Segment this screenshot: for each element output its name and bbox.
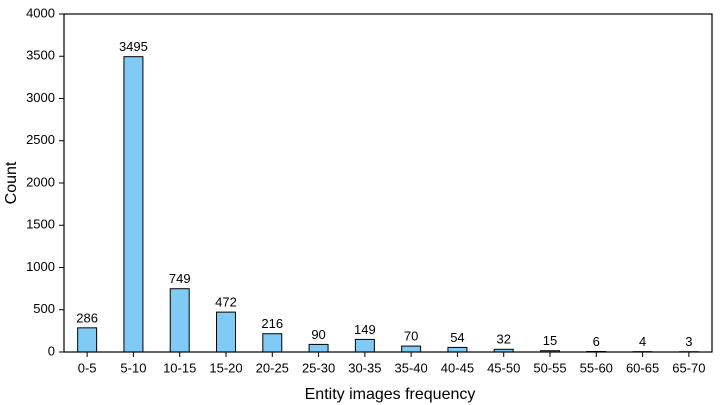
x-tick-label: 15-20 [209,360,242,375]
x-tick-label: 25-30 [302,360,335,375]
x-tick-label: 35-40 [395,360,428,375]
y-tick-label: 1500 [26,217,55,232]
value-label: 149 [354,322,376,337]
value-label: 54 [450,330,464,345]
bar [77,327,98,353]
x-tick-label: 50-55 [533,360,566,375]
x-tick-label: 45-50 [487,360,520,375]
value-label: 6 [593,334,600,349]
x-tick-label: 5-10 [120,360,146,375]
x-tick-label: 20-25 [256,360,289,375]
value-label: 70 [404,329,418,344]
bar [169,288,190,353]
y-tick-label: 500 [33,301,55,316]
y-tick-label: 3000 [26,90,55,105]
bar [123,56,144,353]
value-label: 216 [261,316,283,331]
value-label: 286 [76,310,98,325]
y-axis-title: Count [3,161,20,204]
bar [447,346,468,353]
value-label: 4 [639,334,646,349]
y-tick-label: 0 [48,343,55,358]
y-tick-label: 3500 [26,48,55,63]
x-tick-label: 0-5 [78,360,97,375]
bar [401,345,422,353]
bar [216,311,236,353]
x-tick-label: 30-35 [348,360,381,375]
x-tick-label: 65-70 [672,360,705,375]
x-axis-title: Entity images frequency [305,386,476,403]
y-tick-label: 4000 [26,5,55,20]
value-label: 472 [215,295,237,310]
bar [354,338,375,353]
y-tick-label: 2000 [26,174,55,189]
y-tick-label: 1000 [26,259,55,274]
value-label: 15 [543,333,557,348]
x-tick-label: 55-60 [580,360,613,375]
y-tick-label: 2500 [26,132,55,147]
x-tick-label: 40-45 [441,360,474,375]
bar [308,343,329,353]
plot-frame [63,13,713,353]
value-label: 3 [685,334,692,349]
value-label: 90 [311,327,325,342]
x-tick-label: 60-65 [626,360,659,375]
bar [262,333,283,353]
value-label: 32 [496,332,510,347]
value-label: 3495 [119,39,148,54]
value-label: 749 [169,271,191,286]
x-tick-label: 10-15 [163,360,196,375]
